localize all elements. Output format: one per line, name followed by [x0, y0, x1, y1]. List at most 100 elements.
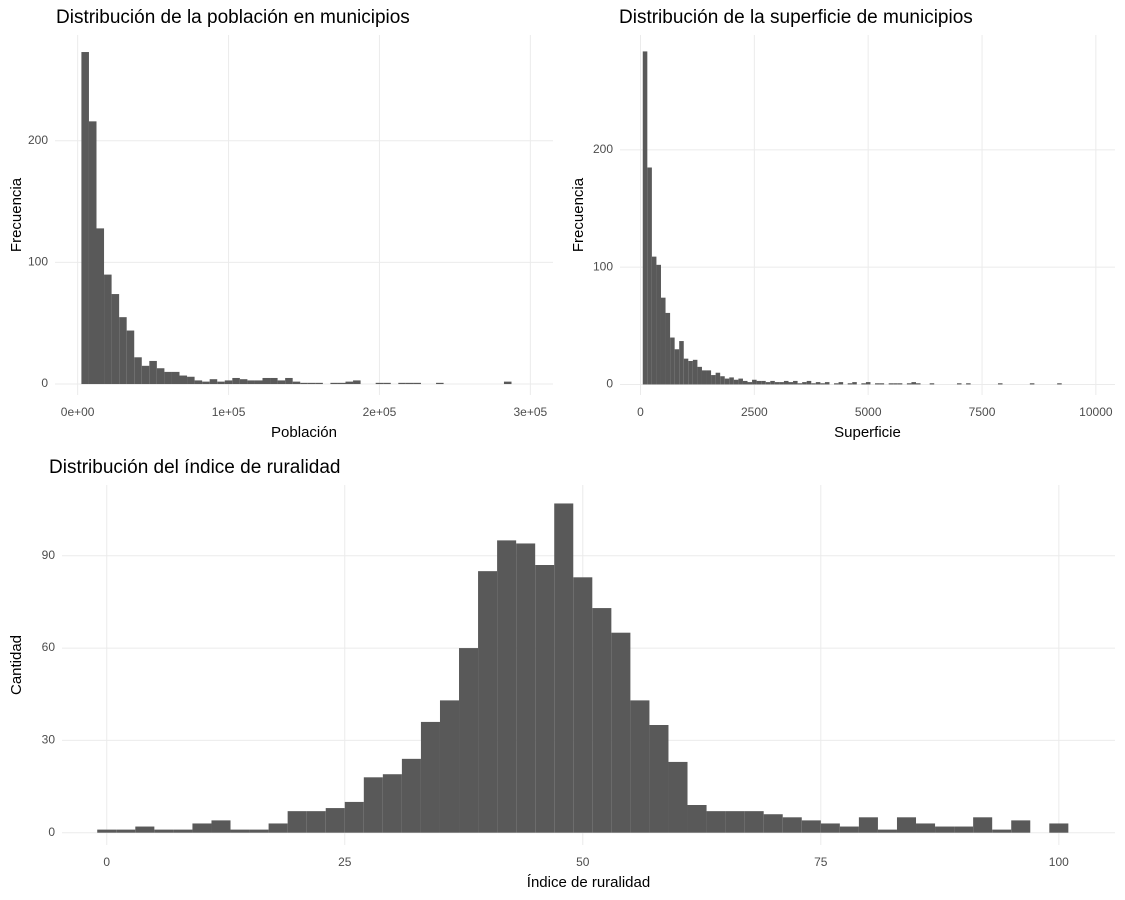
x-tick-label: 0: [103, 855, 110, 869]
x-tick-label: 2e+05: [363, 405, 397, 419]
bar: [761, 380, 766, 385]
bar: [111, 294, 120, 385]
bar: [353, 380, 361, 385]
bar: [929, 383, 935, 385]
bar: [287, 811, 307, 833]
bar: [262, 377, 271, 385]
bar: [897, 383, 903, 385]
bar: [838, 382, 844, 385]
bar: [697, 366, 702, 385]
bar: [179, 375, 188, 385]
bar: [711, 375, 716, 385]
bar: [173, 829, 193, 833]
bar: [770, 380, 775, 385]
bar: [573, 577, 593, 833]
bar: [270, 377, 278, 385]
bar: [611, 632, 631, 833]
bar: [715, 372, 721, 385]
y-tick-label: 0: [48, 825, 55, 839]
bar: [649, 725, 669, 833]
bar: [651, 256, 657, 385]
bar: [135, 826, 155, 833]
bar: [345, 381, 354, 385]
bar: [306, 811, 326, 833]
bar: [911, 382, 916, 385]
bar: [788, 382, 794, 385]
bar: [679, 341, 684, 385]
bar: [782, 817, 802, 833]
bar: [642, 51, 648, 385]
bar: [126, 330, 135, 385]
bar: [459, 648, 479, 833]
x-tick-label: 50: [576, 855, 590, 869]
bar: [217, 381, 225, 385]
bar: [249, 829, 269, 833]
bar: [363, 777, 383, 833]
bar: [997, 383, 1003, 385]
bar: [647, 167, 652, 385]
y-axis-label: Frecuencia: [570, 177, 587, 252]
bar: [820, 383, 825, 385]
x-tick-label: 0e+00: [61, 405, 95, 419]
bar: [956, 383, 962, 385]
x-tick-label: 10000: [1079, 405, 1113, 419]
bar: [763, 814, 783, 833]
bar: [783, 380, 789, 385]
bar: [896, 817, 917, 833]
bar: [315, 382, 323, 385]
bar: [906, 383, 912, 385]
bar: [815, 382, 821, 385]
bar: [774, 382, 780, 385]
bar: [497, 540, 517, 833]
bar: [382, 774, 402, 833]
bar: [516, 543, 536, 833]
bar: [187, 376, 195, 385]
bar: [665, 312, 671, 385]
bar: [192, 823, 212, 833]
bar: [401, 758, 421, 833]
x-axis-label: Población: [271, 424, 337, 441]
bar: [211, 820, 231, 833]
y-axis-label: Frecuencia: [8, 177, 25, 252]
x-tick-label: 25: [338, 855, 352, 869]
bar: [307, 382, 316, 385]
bar: [436, 382, 444, 385]
bar: [877, 829, 897, 833]
bar: [439, 700, 460, 833]
y-tick-label: 100: [28, 255, 48, 269]
bar: [478, 571, 498, 833]
bar: [687, 805, 707, 833]
bar: [630, 700, 650, 833]
bar: [285, 377, 293, 385]
bar: [164, 371, 172, 385]
y-tick-label: 200: [593, 142, 613, 156]
bar: [752, 379, 757, 385]
bar: [398, 382, 406, 385]
bar: [670, 337, 675, 385]
bar: [344, 801, 364, 833]
bar: [820, 823, 840, 833]
bar: [292, 381, 301, 385]
bar: [660, 297, 666, 385]
bar: [806, 380, 812, 385]
bar: [692, 359, 698, 385]
chart-title: Distribución de la población en municipi…: [56, 7, 410, 28]
bar: [239, 379, 248, 385]
bar: [554, 503, 574, 833]
bar: [879, 383, 885, 385]
bar: [503, 381, 512, 385]
bar: [97, 829, 117, 833]
bar: [209, 379, 218, 385]
bar: [858, 817, 878, 833]
y-axis-label: Cantidad: [8, 635, 25, 695]
x-tick-label: 7500: [969, 405, 996, 419]
bar: [802, 382, 807, 385]
bar: [149, 360, 157, 385]
bar: [337, 382, 346, 385]
bar: [88, 121, 97, 385]
bar: [1011, 820, 1031, 833]
bar: [81, 52, 89, 385]
x-tick-label: 2500: [741, 405, 768, 419]
bar: [119, 317, 127, 385]
bar: [954, 826, 974, 833]
